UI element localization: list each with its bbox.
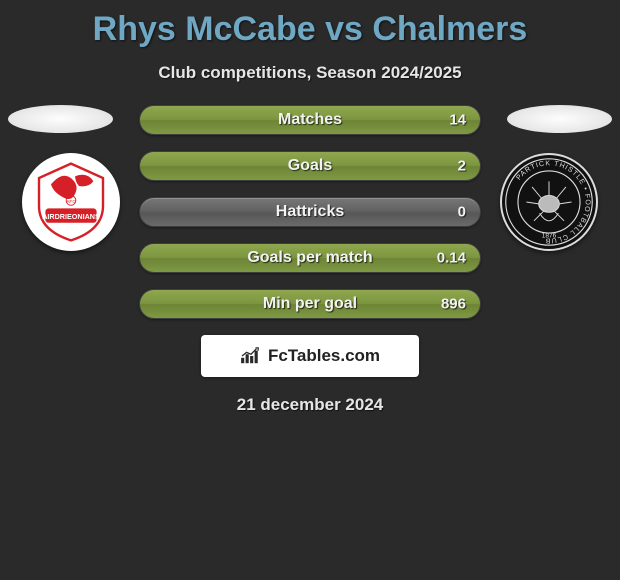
stat-row: Hattricks 0 [139, 197, 481, 227]
subtitle: Club competitions, Season 2024/2025 [0, 63, 620, 83]
page-title: Rhys McCabe vs Chalmers [0, 0, 620, 49]
stat-row: Min per goal 896 [139, 289, 481, 319]
svg-text:1876: 1876 [542, 233, 557, 240]
stat-label: Goals per match [247, 249, 372, 267]
svg-text:AIRDRIEONIANS: AIRDRIEONIANS [42, 212, 100, 221]
team2-badge: PARTICK THISTLE • FOOTBALL CLUB 1876 [500, 153, 598, 251]
branding-text: FcTables.com [268, 346, 380, 366]
stat-value: 14 [449, 112, 466, 129]
stat-row: Goals 2 [139, 151, 481, 181]
stat-label: Matches [278, 111, 342, 129]
partick-thistle-crest-icon: PARTICK THISTLE • FOOTBALL CLUB 1876 [502, 155, 596, 249]
bar-chart-icon [240, 347, 262, 365]
airdrieonians-crest-icon: AIRDRIEONIANS AFC [31, 162, 111, 242]
date-label: 21 december 2024 [0, 395, 620, 415]
team1-badge: AIRDRIEONIANS AFC [22, 153, 120, 251]
player2-avatar-plate [507, 105, 612, 133]
svg-text:AFC: AFC [66, 199, 76, 205]
stat-label: Goals [288, 157, 332, 175]
stat-value: 2 [458, 158, 466, 175]
stat-value: 0 [458, 204, 466, 221]
player1-avatar-plate [8, 105, 113, 133]
stat-row: Matches 14 [139, 105, 481, 135]
stat-row: Goals per match 0.14 [139, 243, 481, 273]
stat-value: 0.14 [437, 250, 466, 267]
stat-value: 896 [441, 296, 466, 313]
branding-badge: FcTables.com [201, 335, 419, 377]
comparison-panel: AIRDRIEONIANS AFC PARTICK THISTLE • FOOT… [0, 105, 620, 415]
stat-label: Hattricks [276, 203, 344, 221]
stat-label: Min per goal [263, 295, 357, 313]
stats-list: Matches 14 Goals 2 Hattricks 0 Goals per match… [139, 105, 481, 319]
